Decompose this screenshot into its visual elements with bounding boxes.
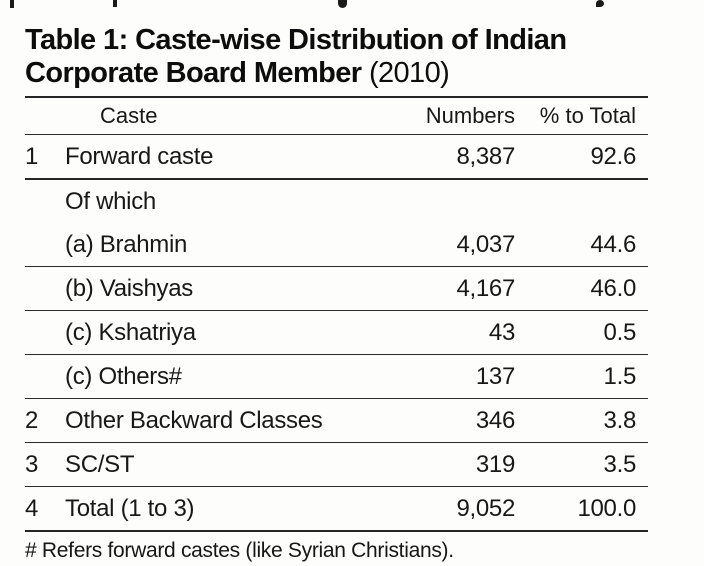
table-row-vaishyas: (b) Vaishyas 4,167 46.0 bbox=[25, 267, 648, 311]
row-number: 3 bbox=[25, 450, 39, 478]
table-row-kshatriya: (c) Kshatriya 43 0.5 bbox=[25, 311, 648, 355]
row-label: Forward caste bbox=[65, 142, 214, 170]
row-label: Of which bbox=[65, 187, 156, 215]
row-numbers: 137 bbox=[475, 362, 515, 390]
row-numbers: 43 bbox=[488, 318, 515, 346]
row-pct: 0.5 bbox=[603, 318, 637, 346]
row-pct: 3.8 bbox=[603, 406, 637, 434]
row-pct: 1.5 bbox=[603, 362, 637, 390]
caste-distribution-table: Caste Numbers % to Total 1 Forward caste… bbox=[25, 96, 648, 532]
row-numbers: 4,037 bbox=[456, 230, 515, 258]
header-numbers: Numbers bbox=[425, 103, 515, 128]
row-numbers: 9,052 bbox=[456, 494, 515, 522]
table-row-others: (c) Others# 137 1.5 bbox=[25, 355, 648, 399]
header-caste: Caste bbox=[100, 103, 158, 128]
table-title: Table 1: Caste-wise Distribution of Indi… bbox=[25, 24, 648, 90]
row-numbers: 4,167 bbox=[456, 274, 515, 302]
row-label: (a) Brahmin bbox=[65, 230, 188, 258]
table-title-year: (2010) bbox=[361, 57, 450, 89]
text-descender-mark bbox=[10, 0, 14, 8]
text-descender-mark bbox=[113, 0, 117, 7]
row-number: 4 bbox=[25, 494, 39, 522]
row-label: (c) Kshatriya bbox=[65, 318, 196, 346]
header-pct-to-total: % to Total bbox=[539, 103, 636, 128]
table-title-line1: Table 1: Caste-wise Distribution of Indi… bbox=[25, 24, 567, 56]
row-numbers: 346 bbox=[475, 406, 515, 434]
table-footnote: # Refers forward castes (like Syrian Chr… bbox=[25, 539, 454, 562]
row-pct: 3.5 bbox=[603, 450, 637, 478]
row-numbers: 8,387 bbox=[456, 142, 515, 170]
row-pct: 92.6 bbox=[590, 142, 636, 170]
row-label: SC/ST bbox=[65, 450, 135, 478]
row-pct: 44.6 bbox=[590, 230, 636, 258]
row-number: 1 bbox=[25, 142, 39, 170]
text-descender-mark bbox=[596, 0, 604, 7]
row-label: (b) Vaishyas bbox=[65, 274, 194, 302]
table-row-obc: 2 Other Backward Classes 346 3.8 bbox=[25, 399, 648, 443]
table-row-forward-caste: 1 Forward caste 8,387 92.6 bbox=[25, 135, 648, 180]
table-row-of-which: Of which bbox=[25, 180, 648, 223]
row-label: Other Backward Classes bbox=[65, 406, 323, 434]
row-number: 2 bbox=[25, 406, 39, 434]
table-row-total: 4 Total (1 to 3) 9,052 100.0 bbox=[25, 487, 648, 532]
table-block: Table 1: Caste-wise Distribution of Indi… bbox=[25, 24, 648, 563]
row-pct: 46.0 bbox=[590, 274, 636, 302]
row-label: (c) Others# bbox=[65, 362, 182, 390]
table-row-brahmin: (a) Brahmin 4,037 44.6 bbox=[25, 223, 648, 267]
table-row-sc-st: 3 SC/ST 319 3.5 bbox=[25, 443, 648, 487]
text-descender-mark bbox=[338, 0, 347, 8]
row-numbers: 319 bbox=[475, 450, 515, 478]
table-title-line2: Corporate Board Member bbox=[25, 57, 362, 89]
row-label: Total (1 to 3) bbox=[65, 494, 195, 522]
row-pct: 100.0 bbox=[577, 494, 636, 522]
table-header-row: Caste Numbers % to Total bbox=[25, 98, 648, 135]
cropped-text-remnant bbox=[0, 0, 704, 10]
